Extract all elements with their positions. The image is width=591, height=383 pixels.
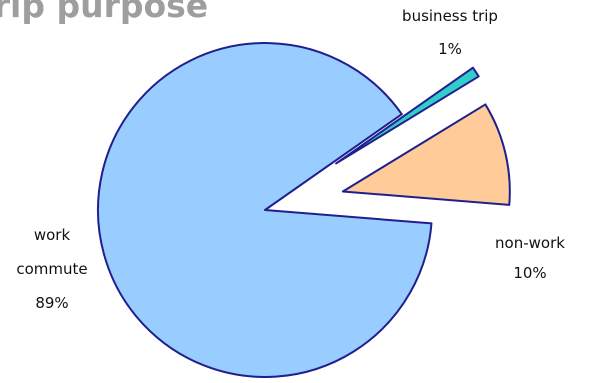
- pie-slice-work-commute: [97, 42, 433, 378]
- slice-label: commute: [16, 260, 87, 278]
- pie-slice-non-work: [341, 103, 511, 206]
- pie-slice-business-trip: [335, 66, 480, 165]
- slice-label: work: [34, 226, 71, 244]
- slice-value-label: 89%: [35, 294, 68, 312]
- slice-label: non-work: [495, 234, 565, 252]
- slice-value-label: 1%: [438, 40, 462, 58]
- chart-title: trip purpose: [0, 0, 209, 25]
- slice-value-label: 10%: [513, 264, 546, 282]
- slice-label: business trip: [402, 7, 498, 25]
